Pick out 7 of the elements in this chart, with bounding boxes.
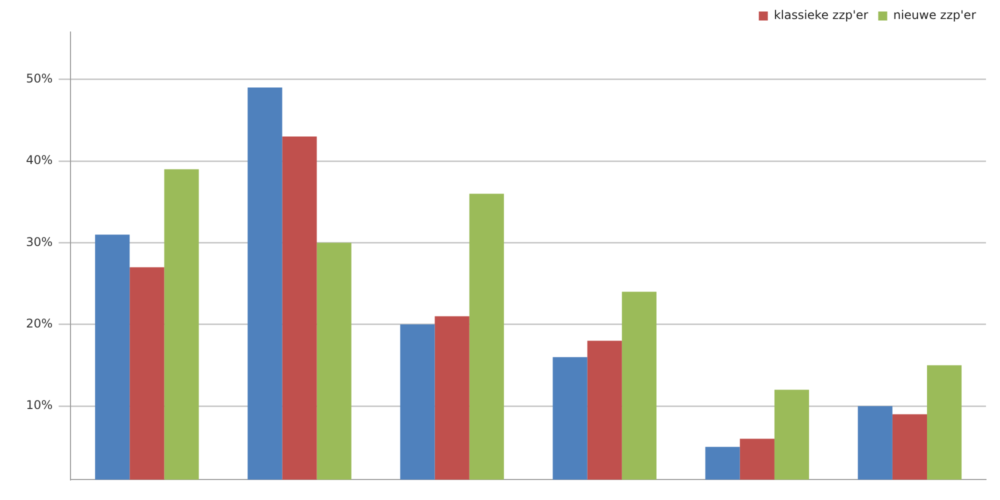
legend-label: klassieke zzp'er bbox=[774, 8, 868, 22]
y-tick-label: 50% bbox=[26, 72, 53, 86]
y-tick-label: 40% bbox=[26, 153, 53, 168]
y-tick-label: 30% bbox=[26, 234, 53, 249]
y-tick-label: 10% bbox=[26, 398, 53, 412]
legend-label: nieuwe zzp'er bbox=[893, 8, 976, 22]
y-tick-label: 20% bbox=[26, 316, 53, 331]
